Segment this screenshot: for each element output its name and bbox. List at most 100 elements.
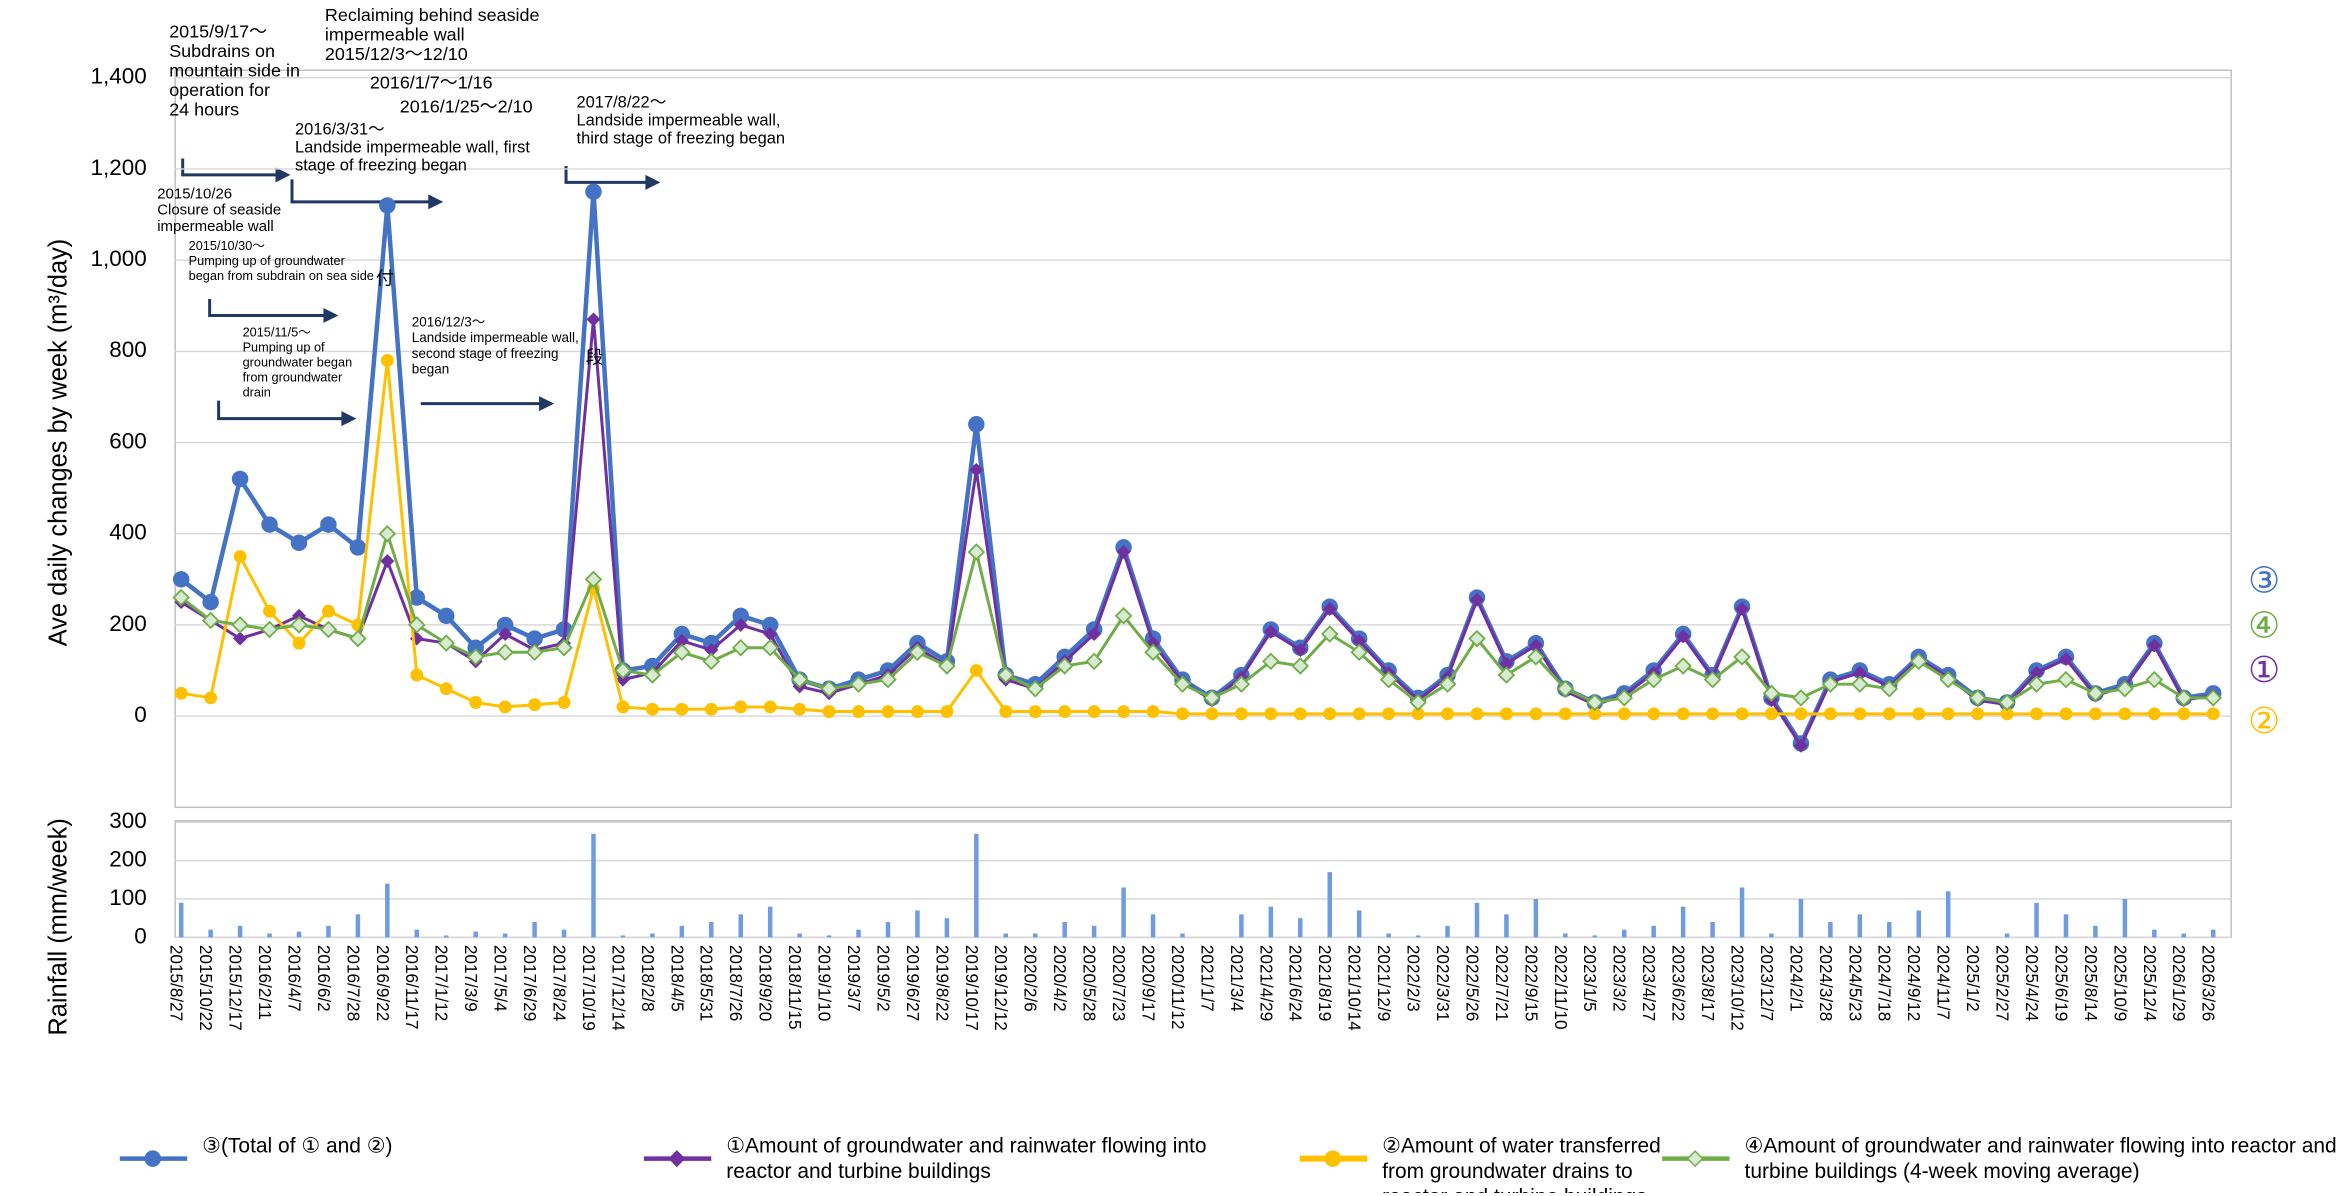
point [1026,680,1044,698]
annotation: 2016/1/25～2/10 [400,96,533,116]
rain-bar [532,922,537,938]
rain-bar [974,833,979,938]
legend-entry: ③(Total of ① and ②) [202,1133,392,1157]
point [822,705,836,718]
x-tick-label: 2017/5/4 [491,945,511,1012]
x-tick-label: 2025/4/24 [2022,945,2042,1022]
point [1117,705,1131,718]
x-tick-label: 2018/7/26 [726,945,746,1021]
x-tick-label: 2015/10/22 [196,945,216,1031]
point [410,668,424,682]
rain-bar [502,933,508,938]
rain-bar [826,935,832,938]
x-tick-label: 2016/9/22 [373,945,393,1021]
point [940,705,954,718]
top-plot-frame [174,69,2232,809]
point [233,631,248,646]
y-tick-label: 300 [109,808,146,833]
arrow [564,165,649,184]
rain-bar [2122,898,2128,938]
point [1793,738,1808,753]
annotation: impermeable wall [157,218,273,235]
point [1765,707,1778,721]
end-label: ① [2248,650,2280,690]
y-tick-label: 0 [134,702,146,727]
y-tick-label: 400 [109,520,146,545]
point [261,516,278,533]
arrowhead [428,194,444,210]
point [233,550,247,563]
x-tick-label: 2016/2/11 [255,945,275,1020]
annotation: drain [243,385,271,400]
point [790,670,809,689]
point [469,695,483,709]
annotation: 24 hours [169,99,239,119]
arrowheads [275,167,661,427]
labels: 0 200 400 600 800 1,000 1,200 1,400 0 100 200 300 20… [91,5,2337,1193]
point [1293,707,1307,721]
point [1968,689,1987,707]
end-label: ② [2248,701,2280,741]
x-tick-label: 2026/3/26 [2199,945,2219,1021]
point [1735,602,1749,616]
point [438,607,455,625]
legend-entry: ④Amount of groundwater and rainwater flo… [1745,1133,2337,1182]
point [1234,707,1248,721]
point [1644,670,1663,689]
y-tick-label: 200 [109,611,146,636]
point [1438,675,1457,693]
point [1971,707,1985,721]
point [1647,707,1661,721]
rain-bar [208,929,213,938]
rain-bar [473,931,478,938]
x-tick-label: 2015/8/27 [167,945,187,1021]
x-tick-label: 2023/6/22 [1669,945,1689,1021]
point [1470,592,1484,607]
arrowhead [645,174,661,190]
rain-bar [885,922,891,938]
x-tick-label: 2025/6/19 [2051,945,2071,1021]
x-tick-label: 2019/6/27 [903,945,923,1021]
point [967,543,986,561]
annotation: began from subdrain on sea side [189,268,374,283]
point [349,539,367,556]
point [1880,680,1899,698]
point [525,643,544,662]
x-tick-label: 2021/8/19 [1315,945,1335,1021]
point [1291,657,1310,675]
annotation: 2015/10/26 [157,185,232,202]
point [675,702,689,716]
point [263,604,276,618]
point [2177,707,2191,721]
point [1468,629,1486,648]
point [1203,689,1221,707]
x-tick-label: 2016/4/7 [284,945,304,1012]
point [1441,707,1454,721]
annotation: Landside impermeable wall, first [295,138,530,156]
x-tick-label: 2021/6/24 [1286,945,1306,1022]
point [881,705,895,718]
series-line [180,319,2214,749]
point [938,657,956,675]
annotation: Subdrains on [169,41,275,61]
annotation: 2016/3/31～ [295,120,385,138]
point [498,627,513,641]
point [260,620,279,639]
annotation: 段 [586,348,604,368]
x-tick-label: 2024/3/28 [1816,945,1836,1021]
annotation: 2015/12/3～12/10 [325,44,468,64]
point [1998,693,2016,712]
x-tick-label: 2024/11/7 [1934,945,1954,1020]
point [673,643,691,662]
marks [172,183,2222,938]
arrows [181,158,649,421]
annotation: from groundwater [243,370,343,385]
x-tick-label: 2024/2/1 [1786,945,1806,1012]
annotation: impermeable wall [325,25,465,45]
rain-bar [2034,902,2039,938]
x-tick-label: 2015/12/17 [226,945,246,1031]
rain-bar [1621,929,1627,938]
y-tick-label: 1,400 [91,64,147,89]
point [879,670,897,689]
point [1909,652,1928,671]
